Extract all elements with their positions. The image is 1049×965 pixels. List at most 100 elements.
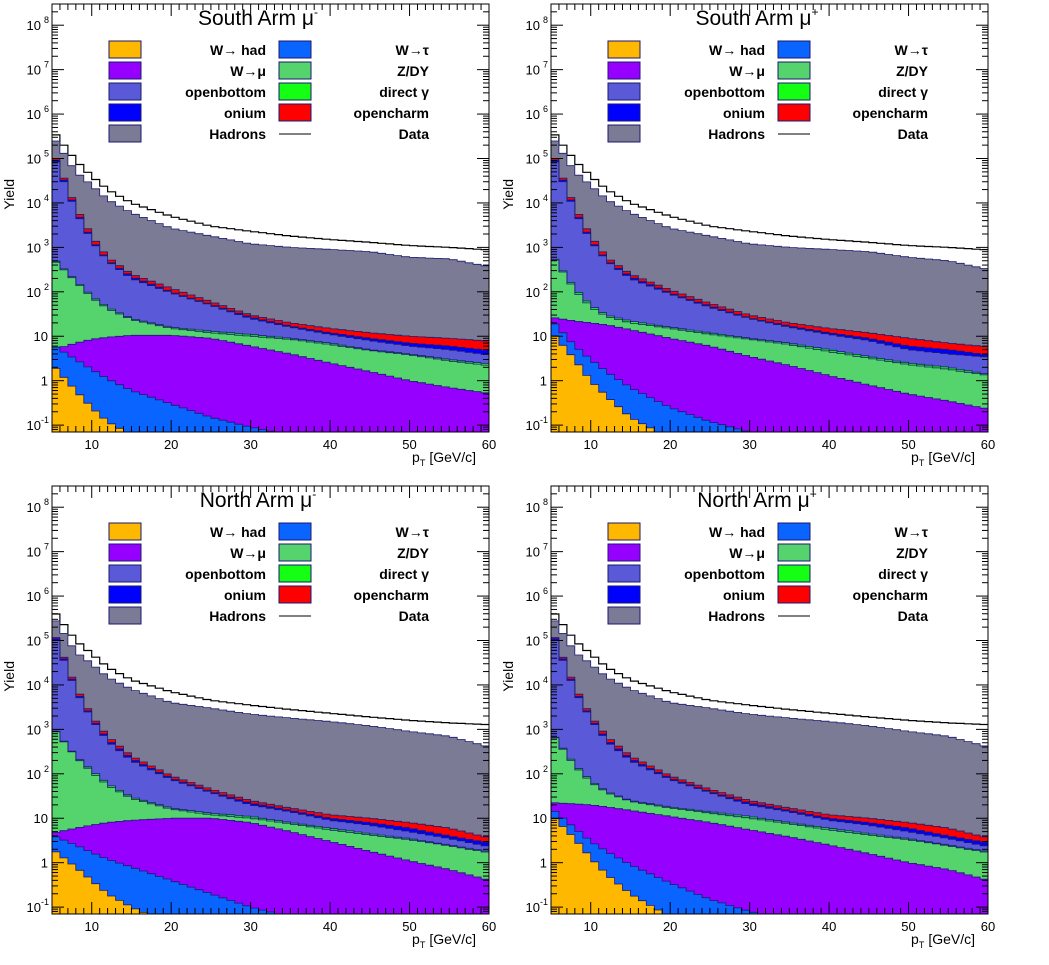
legend-label: opencharm — [853, 587, 928, 603]
series-w-to-had — [551, 335, 988, 432]
y-axis-title: Yield — [1, 179, 17, 210]
y-tick-exponent: 5 — [44, 631, 49, 641]
legend-swatch — [278, 103, 312, 122]
series-w-to-had — [551, 818, 988, 914]
legend-label: Hadrons — [708, 608, 765, 624]
y-tick-label: 10 — [27, 545, 41, 560]
x-tick-label: 10 — [583, 919, 597, 934]
x-tick-label: 30 — [742, 437, 756, 452]
y-tick-exponent: 4 — [44, 675, 49, 685]
series-data — [551, 613, 988, 726]
x-axis-title: pT [GeV/c] — [412, 931, 476, 950]
legend-swatch — [607, 103, 641, 122]
legend-swatch — [777, 40, 811, 59]
y-tick-label: 10 — [526, 152, 540, 167]
y-tick-label: 10 — [27, 240, 41, 255]
legend-label: opencharm — [354, 105, 429, 121]
y-tick-label: 10 — [27, 900, 41, 915]
histogram-layers — [52, 613, 489, 914]
series-w-to-tau — [52, 346, 489, 432]
y-tick-label: 10 — [27, 722, 41, 737]
y-axis-title: Yield — [500, 179, 516, 210]
y-tick-label: 10 — [533, 329, 547, 344]
y-tick-exponent: -1 — [41, 897, 49, 907]
y-tick-label: 10 — [526, 678, 540, 693]
y-tick-label: 10 — [27, 196, 41, 211]
y-tick-label: 10 — [526, 63, 540, 78]
y-tick-label: 10 — [526, 196, 540, 211]
legend-label: W→μ — [230, 545, 266, 561]
legend-label: direct γ — [878, 566, 928, 582]
chart-title: North Arm μ+ — [697, 487, 816, 512]
x-tick-label: 30 — [243, 437, 257, 452]
y-tick-label: 10 — [34, 811, 48, 826]
legend-label: W→μ — [729, 63, 765, 79]
x-tick-label: 60 — [482, 437, 496, 452]
legend-label: W→μ — [230, 63, 266, 79]
y-tick-exponent: 4 — [543, 675, 548, 685]
legend-swatch — [607, 124, 641, 143]
legend-swatch — [777, 564, 811, 583]
legend-label: Z/DY — [397, 63, 430, 79]
legend-label: W→ had — [210, 524, 266, 540]
legend-label: Hadrons — [209, 126, 266, 142]
legend-label: Z/DY — [896, 63, 929, 79]
legend-swatch — [777, 522, 811, 541]
legend-swatch — [777, 543, 811, 562]
y-tick-label: 10 — [27, 589, 41, 604]
legend-swatch — [777, 61, 811, 80]
legend-swatch — [108, 40, 142, 59]
y-tick-label: 10 — [526, 107, 540, 122]
y-tick-label: 10 — [526, 500, 540, 515]
plot-frame — [51, 3, 490, 433]
y-tick-exponent: 3 — [44, 719, 49, 729]
y-tick-label: 10 — [526, 589, 540, 604]
chart-title: South Arm μ+ — [696, 5, 819, 30]
y-tick-label: 10 — [27, 285, 41, 300]
legend-label: Data — [898, 126, 929, 142]
legend-label: Hadrons — [209, 608, 266, 624]
legend-label: direct γ — [379, 84, 429, 100]
y-tick-exponent: 7 — [44, 542, 49, 552]
y-tick-exponent: 3 — [44, 237, 49, 247]
y-tick-exponent: 7 — [44, 60, 49, 70]
x-tick-label: 30 — [243, 919, 257, 934]
x-tick-label: 50 — [402, 437, 416, 452]
legend-label: Data — [399, 126, 430, 142]
x-axis-title: pT [GeV/c] — [911, 449, 975, 468]
legend-label: W→μ — [729, 545, 765, 561]
y-tick-exponent: 2 — [543, 282, 548, 292]
legend-swatch — [108, 61, 142, 80]
y-tick-label: 10 — [526, 240, 540, 255]
x-tick-label: 40 — [822, 919, 836, 934]
legend-swatch — [607, 82, 641, 101]
x-tick-label: 30 — [742, 919, 756, 934]
legend-swatch — [607, 522, 641, 541]
y-tick-label: 10 — [526, 545, 540, 560]
y-tick-exponent: -1 — [540, 897, 548, 907]
legend-swatch — [108, 522, 142, 541]
legend-swatch — [278, 40, 312, 59]
x-tick-label: 60 — [482, 919, 496, 934]
legend-label: Hadrons — [708, 126, 765, 142]
x-tick-label: 10 — [84, 919, 98, 934]
y-tick-label: 10 — [526, 900, 540, 915]
x-axis: 10 20 30 40 50 60 — [558, 486, 995, 934]
series-data — [52, 613, 489, 726]
x-axis-title: pT [GeV/c] — [911, 931, 975, 950]
plot-frame — [550, 3, 989, 433]
y-tick-label: 10 — [533, 811, 547, 826]
y-tick-label: 10 — [526, 634, 540, 649]
y-tick-exponent: 3 — [543, 237, 548, 247]
legend-label: Data — [898, 608, 929, 624]
series-w-to-had — [52, 851, 489, 914]
x-tick-label: 60 — [981, 437, 995, 452]
legend-label: openbottom — [684, 566, 765, 582]
y-tick-exponent: 6 — [543, 586, 548, 596]
legend-label: opencharm — [354, 587, 429, 603]
legend-swatch — [108, 103, 142, 122]
legend-swatch — [607, 61, 641, 80]
